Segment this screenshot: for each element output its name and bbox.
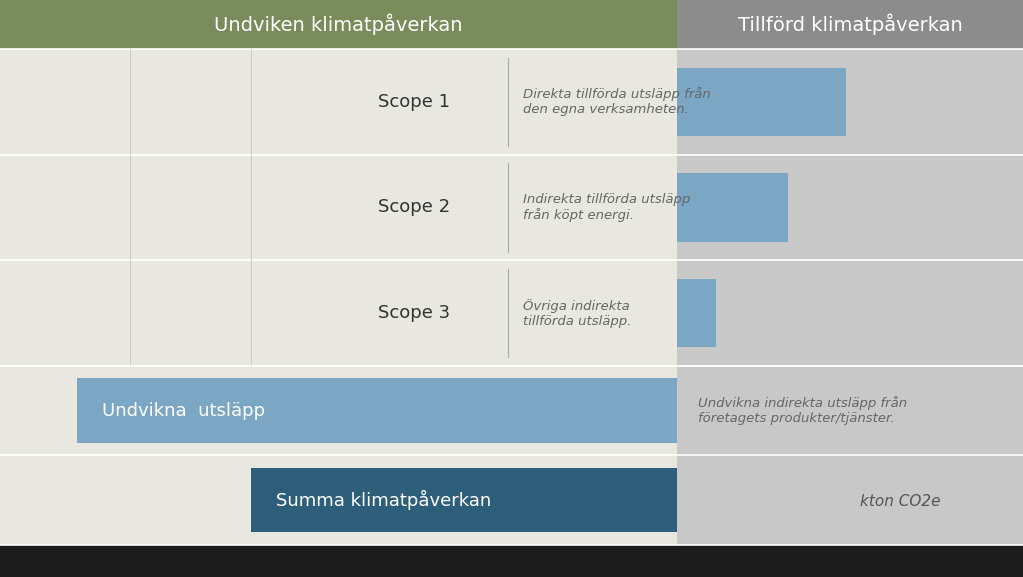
FancyBboxPatch shape xyxy=(0,0,677,49)
Text: Direkta tillförda utsläpp från
den egna verksamheten.: Direkta tillförda utsläpp från den egna … xyxy=(523,87,711,117)
FancyBboxPatch shape xyxy=(677,68,846,136)
FancyBboxPatch shape xyxy=(677,366,1023,455)
FancyBboxPatch shape xyxy=(0,155,677,260)
Text: Undviken klimatpåverkan: Undviken klimatpåverkan xyxy=(215,14,462,35)
FancyBboxPatch shape xyxy=(677,155,1023,260)
FancyBboxPatch shape xyxy=(677,279,716,347)
Text: Scope 2: Scope 2 xyxy=(377,198,450,216)
Text: kton CO2e: kton CO2e xyxy=(860,494,940,509)
FancyBboxPatch shape xyxy=(677,455,1023,545)
Text: Undvikna  utsläpp: Undvikna utsläpp xyxy=(102,402,265,419)
FancyBboxPatch shape xyxy=(0,49,677,155)
Text: Summa klimatpåverkan: Summa klimatpåverkan xyxy=(276,490,491,510)
Text: Indirekta tillförda utsläpp
från köpt energi.: Indirekta tillförda utsläpp från köpt en… xyxy=(523,193,690,222)
FancyBboxPatch shape xyxy=(77,379,677,443)
FancyBboxPatch shape xyxy=(677,260,1023,366)
FancyBboxPatch shape xyxy=(0,455,677,545)
Text: Undvikna indirekta utsläpp från
företagets produkter/tjänster.: Undvikna indirekta utsläpp från företage… xyxy=(698,396,906,425)
FancyBboxPatch shape xyxy=(677,0,1023,49)
FancyBboxPatch shape xyxy=(677,49,1023,155)
Text: Scope 3: Scope 3 xyxy=(377,304,450,322)
FancyBboxPatch shape xyxy=(0,260,677,366)
Text: Övriga indirekta
tillförda utsläpp.: Övriga indirekta tillförda utsläpp. xyxy=(523,298,631,328)
FancyBboxPatch shape xyxy=(677,173,788,242)
Text: Scope 1: Scope 1 xyxy=(379,93,450,111)
FancyBboxPatch shape xyxy=(251,468,677,532)
FancyBboxPatch shape xyxy=(0,366,677,455)
Text: Tillförd klimatpåverkan: Tillförd klimatpåverkan xyxy=(738,14,963,35)
